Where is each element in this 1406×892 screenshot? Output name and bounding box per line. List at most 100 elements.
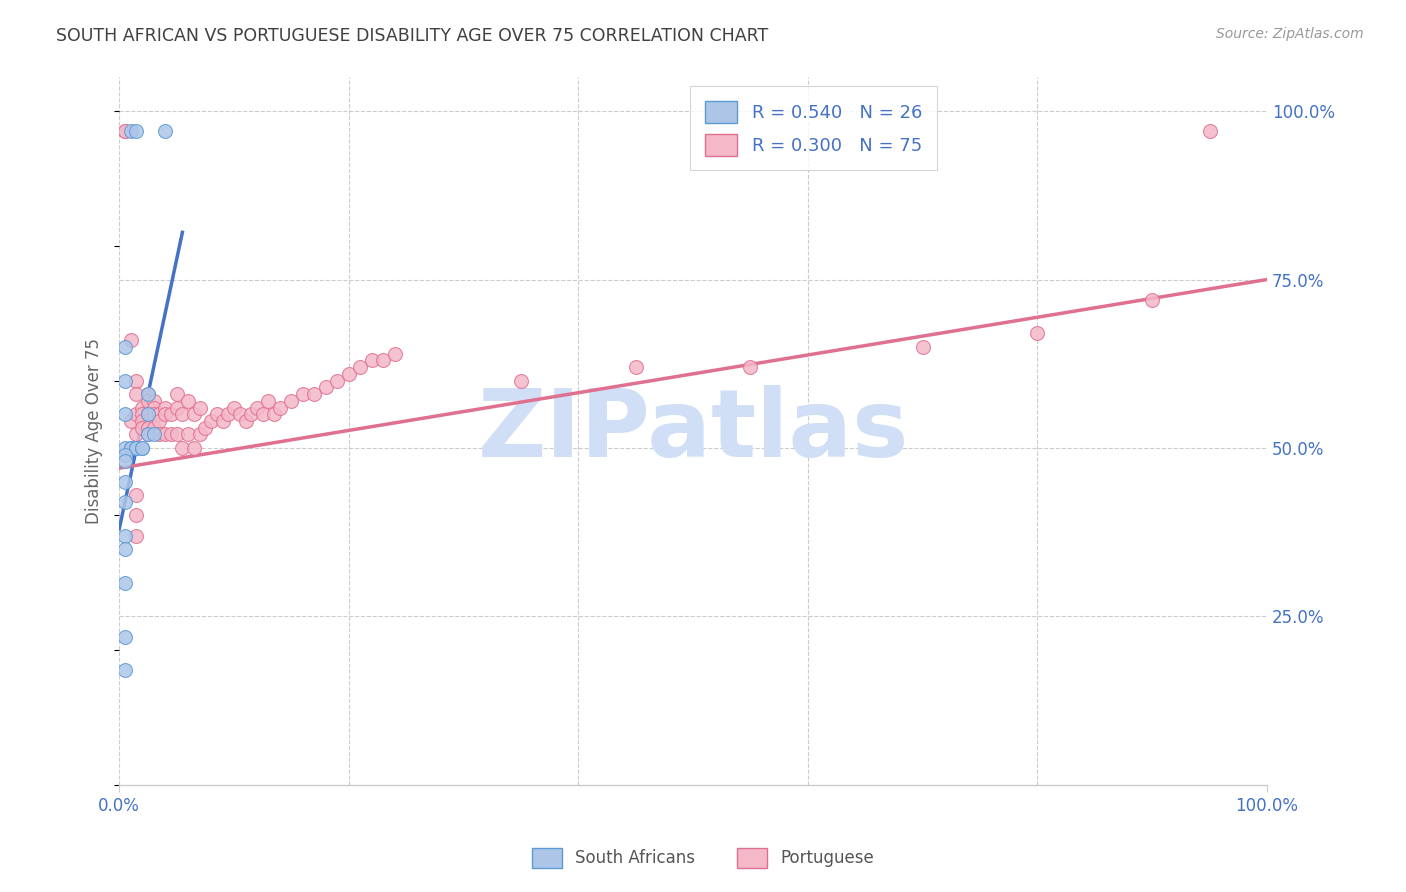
Point bbox=[136, 407, 159, 421]
Point bbox=[183, 407, 205, 421]
Point bbox=[263, 407, 285, 421]
Point bbox=[125, 508, 148, 523]
Point bbox=[131, 407, 153, 421]
Point bbox=[280, 393, 302, 408]
Point bbox=[125, 407, 148, 421]
Point bbox=[125, 374, 148, 388]
Point bbox=[148, 414, 170, 428]
Point bbox=[131, 441, 153, 455]
Point bbox=[114, 528, 136, 542]
Point bbox=[153, 401, 176, 415]
Point bbox=[384, 346, 406, 360]
Point bbox=[136, 387, 159, 401]
Point bbox=[125, 488, 148, 502]
Point bbox=[136, 427, 159, 442]
Point bbox=[304, 387, 326, 401]
Point bbox=[1026, 326, 1049, 341]
Point bbox=[142, 421, 165, 435]
Point bbox=[114, 441, 136, 455]
Point bbox=[120, 124, 142, 138]
Point bbox=[235, 414, 257, 428]
Point bbox=[142, 427, 165, 442]
Point bbox=[114, 475, 136, 489]
Point bbox=[326, 374, 349, 388]
Point bbox=[148, 407, 170, 421]
Point bbox=[153, 427, 176, 442]
Point bbox=[166, 427, 188, 442]
Point bbox=[114, 575, 136, 590]
Point bbox=[360, 353, 382, 368]
Text: SOUTH AFRICAN VS PORTUGUESE DISABILITY AGE OVER 75 CORRELATION CHART: SOUTH AFRICAN VS PORTUGUESE DISABILITY A… bbox=[56, 27, 769, 45]
Point bbox=[125, 124, 148, 138]
Point bbox=[131, 414, 153, 428]
Point bbox=[120, 333, 142, 347]
Point bbox=[624, 360, 647, 375]
Point bbox=[246, 401, 269, 415]
Point bbox=[911, 340, 934, 354]
Point bbox=[114, 663, 136, 677]
Point bbox=[257, 393, 280, 408]
Point bbox=[252, 407, 274, 421]
Point bbox=[120, 441, 142, 455]
Point bbox=[114, 124, 136, 138]
Point bbox=[291, 387, 314, 401]
Point bbox=[177, 393, 200, 408]
Point bbox=[142, 401, 165, 415]
Point bbox=[125, 441, 148, 455]
Point bbox=[114, 124, 136, 138]
Point bbox=[183, 441, 205, 455]
Point bbox=[136, 407, 159, 421]
Point bbox=[205, 407, 228, 421]
Point bbox=[136, 427, 159, 442]
Point bbox=[131, 421, 153, 435]
Point bbox=[200, 414, 222, 428]
Point bbox=[136, 393, 159, 408]
Point bbox=[136, 421, 159, 435]
Point bbox=[172, 441, 194, 455]
Point bbox=[114, 340, 136, 354]
Point bbox=[120, 441, 142, 455]
Point bbox=[172, 407, 194, 421]
Point bbox=[114, 495, 136, 509]
Point bbox=[125, 427, 148, 442]
Point bbox=[188, 401, 211, 415]
Point bbox=[211, 414, 233, 428]
Point bbox=[148, 427, 170, 442]
Point bbox=[177, 427, 200, 442]
Point bbox=[188, 427, 211, 442]
Y-axis label: Disability Age Over 75: Disability Age Over 75 bbox=[86, 338, 103, 524]
Point bbox=[114, 630, 136, 644]
Point bbox=[349, 360, 371, 375]
Point bbox=[166, 401, 188, 415]
Point bbox=[131, 441, 153, 455]
Point bbox=[194, 421, 217, 435]
Point bbox=[337, 367, 360, 381]
Point bbox=[114, 454, 136, 468]
Point bbox=[315, 380, 337, 394]
Point bbox=[1140, 293, 1163, 307]
Point bbox=[269, 401, 291, 415]
Point bbox=[131, 401, 153, 415]
Point bbox=[125, 387, 148, 401]
Point bbox=[142, 393, 165, 408]
Point bbox=[160, 427, 183, 442]
Point bbox=[153, 407, 176, 421]
Point bbox=[229, 407, 252, 421]
Point bbox=[114, 448, 136, 462]
Legend: R = 0.540   N = 26, R = 0.300   N = 75: R = 0.540 N = 26, R = 0.300 N = 75 bbox=[690, 87, 936, 170]
Point bbox=[373, 353, 395, 368]
Point bbox=[166, 387, 188, 401]
Point bbox=[136, 387, 159, 401]
Point bbox=[160, 407, 183, 421]
Legend: South Africans, Portuguese: South Africans, Portuguese bbox=[526, 841, 880, 875]
Point bbox=[120, 414, 142, 428]
Point bbox=[510, 374, 533, 388]
Point bbox=[153, 124, 176, 138]
Point bbox=[1198, 124, 1220, 138]
Point bbox=[125, 441, 148, 455]
Point bbox=[114, 374, 136, 388]
Point bbox=[240, 407, 263, 421]
Point bbox=[114, 407, 136, 421]
Point bbox=[120, 441, 142, 455]
Text: ZIPatlas: ZIPatlas bbox=[478, 385, 908, 477]
